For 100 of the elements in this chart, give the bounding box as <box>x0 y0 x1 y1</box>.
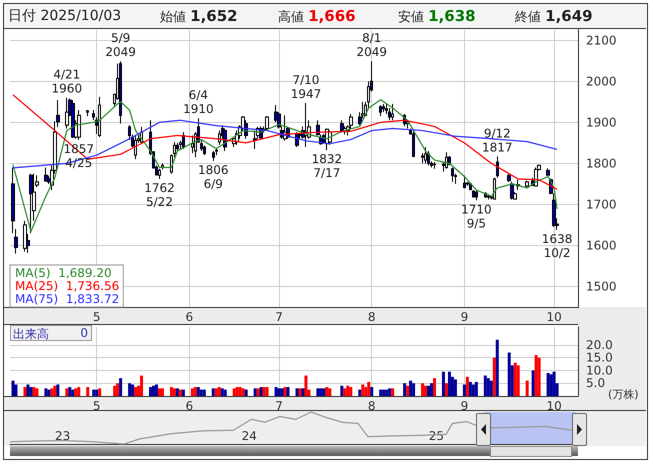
bar <box>298 388 302 396</box>
bar <box>50 388 54 396</box>
bar <box>295 388 298 396</box>
bar <box>532 370 535 396</box>
bar <box>116 383 120 396</box>
y-tick-label: 1500 <box>586 279 617 294</box>
x-tick-label: 23 <box>55 429 70 443</box>
annotation: 1806 6/9 <box>198 162 229 191</box>
bar <box>490 380 493 396</box>
bar <box>474 382 478 396</box>
text: 終値 1,649 <box>515 7 593 25</box>
annotation: 9/12 1817 <box>482 126 513 154</box>
annotation: 8/1 2049 <box>356 31 387 60</box>
candlestick <box>212 150 215 162</box>
bar <box>172 388 176 396</box>
candlestick <box>158 168 161 180</box>
candlestick <box>487 194 490 200</box>
bar <box>262 387 266 396</box>
x-tick-label: 6 <box>186 310 194 324</box>
candlestick <box>44 166 48 182</box>
bar <box>325 387 328 396</box>
bar <box>346 386 350 396</box>
annotation: 5/9 2049 <box>105 31 136 60</box>
bar <box>379 390 382 396</box>
bar <box>391 388 394 396</box>
candlestick <box>451 166 454 182</box>
candlestick <box>253 130 257 150</box>
bar <box>526 380 529 396</box>
candlestick <box>472 190 475 198</box>
bar <box>86 387 90 396</box>
bar <box>71 390 74 396</box>
candlestick <box>507 173 511 182</box>
candlestick <box>182 132 185 150</box>
bar <box>424 386 428 396</box>
candlestick <box>23 220 27 252</box>
y-tick-label: 1900 <box>586 115 617 130</box>
candlestick <box>412 130 415 158</box>
candlestick <box>433 162 436 170</box>
bar <box>316 388 320 396</box>
candlestick <box>14 228 18 254</box>
bar <box>385 390 388 396</box>
text: 高値 1,666 <box>278 7 356 25</box>
bar <box>214 388 218 396</box>
bar <box>140 376 144 396</box>
bar <box>340 386 344 396</box>
bar <box>430 383 434 396</box>
bar <box>158 388 161 396</box>
candlestick <box>134 134 137 160</box>
candlestick <box>424 146 427 164</box>
bar <box>53 386 56 396</box>
candlestick <box>340 120 344 134</box>
bar <box>286 387 290 396</box>
candlestick <box>191 134 194 154</box>
candlestick <box>265 116 269 132</box>
bar <box>160 388 164 396</box>
candlestick <box>388 107 391 121</box>
candlestick <box>379 104 382 117</box>
bar <box>508 352 511 396</box>
bar <box>178 390 182 396</box>
y-tick-label: 1800 <box>586 156 617 170</box>
candlestick <box>11 166 15 234</box>
bar <box>74 388 78 396</box>
bar <box>244 390 248 396</box>
chart-title: 日付 2025/10/03 <box>8 7 122 25</box>
bar <box>35 388 38 396</box>
candlestick <box>445 152 448 170</box>
x-tick-label: 10 <box>546 310 562 324</box>
bar <box>134 387 138 396</box>
y-tick-label: 5.0 <box>586 376 606 390</box>
x-tick-label: 9 <box>460 399 468 413</box>
bar <box>427 386 430 396</box>
candlestick <box>86 110 89 117</box>
bar <box>403 383 406 396</box>
y-axis-title: (万株) <box>608 388 639 402</box>
bar <box>552 372 556 396</box>
annotation: 1832 7/17 <box>312 152 342 180</box>
annotation: 1762 5/22 <box>144 180 175 209</box>
bar <box>550 374 553 396</box>
text: 始値 1,652 <box>160 7 238 25</box>
bar <box>154 384 158 396</box>
bar <box>236 387 239 396</box>
text: 安値 1,638 <box>398 7 476 25</box>
bar <box>484 376 487 396</box>
candlestick <box>304 102 308 148</box>
candlestick <box>427 150 430 166</box>
bar <box>466 376 469 396</box>
candlestick <box>493 177 496 200</box>
bar <box>433 378 436 396</box>
x-tick-label: 8 <box>368 399 376 413</box>
bar <box>242 388 245 396</box>
y-tick-label: 20.0 <box>586 338 613 352</box>
bar <box>304 376 308 396</box>
bar <box>409 380 412 396</box>
candlestick <box>463 175 466 188</box>
bar <box>218 387 221 396</box>
bar <box>388 388 392 396</box>
bar <box>370 387 374 396</box>
x-tick-label: 5 <box>92 399 101 413</box>
x-tick-label: 24 <box>242 429 257 443</box>
bar <box>358 390 362 396</box>
